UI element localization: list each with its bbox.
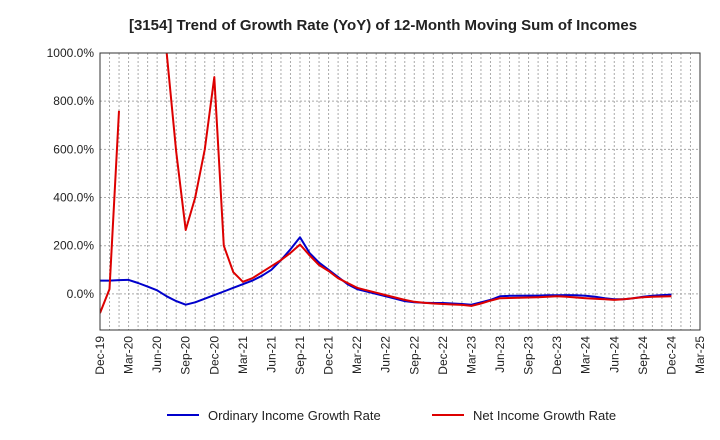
x-tick-label: Mar-22 bbox=[350, 336, 364, 374]
legend-label: Ordinary Income Growth Rate bbox=[208, 408, 381, 423]
legend: Ordinary Income Growth Rate Net Income Gr… bbox=[167, 408, 616, 423]
x-tick-label: Jun-20 bbox=[150, 336, 164, 373]
x-tick-label: Mar-25 bbox=[693, 336, 707, 374]
x-tick-label: Sep-22 bbox=[407, 336, 421, 375]
x-tick-label: Mar-21 bbox=[236, 336, 250, 374]
x-tick-label: Jun-22 bbox=[379, 336, 393, 373]
series-line-net-income bbox=[100, 110, 120, 314]
x-tick-label: Sep-24 bbox=[636, 336, 650, 375]
grid-lines bbox=[100, 52, 700, 330]
legend-label: Net Income Growth Rate bbox=[473, 408, 616, 423]
x-tick-label: Mar-20 bbox=[122, 336, 136, 374]
x-tick-label: Sep-20 bbox=[179, 336, 193, 375]
x-axis: Dec-19 Mar-20 Jun-20 Sep-20 Dec-20 Mar-21 Jun-… bbox=[93, 336, 707, 375]
chart-title: [3154] Trend of Growth Rate (YoY) of 12-… bbox=[129, 17, 637, 34]
y-tick-label: 0.0% bbox=[67, 287, 95, 301]
series-lines bbox=[100, 53, 672, 314]
y-tick-label: 400.0% bbox=[53, 191, 94, 205]
x-tick-label: Mar-23 bbox=[464, 336, 478, 374]
x-tick-label: Dec-19 bbox=[93, 336, 107, 375]
x-tick-label: Jun-23 bbox=[493, 336, 507, 373]
y-tick-label: 600.0% bbox=[53, 142, 94, 156]
x-tick-label: Jun-24 bbox=[607, 336, 621, 373]
x-tick-label: Dec-22 bbox=[436, 336, 450, 375]
y-tick-label: 1000.0% bbox=[47, 46, 95, 60]
x-tick-label: Dec-24 bbox=[664, 336, 678, 375]
y-axis: 0.0% 200.0% 400.0% 600.0% 800.0% 1000.0% bbox=[47, 46, 95, 301]
x-tick-label: Sep-23 bbox=[522, 336, 536, 375]
x-tick-label: Jun-21 bbox=[264, 336, 278, 373]
x-tick-label: Mar-24 bbox=[579, 336, 593, 374]
x-tick-label: Dec-20 bbox=[207, 336, 221, 375]
y-tick-label: 800.0% bbox=[53, 94, 94, 108]
x-tick-label: Dec-21 bbox=[322, 336, 336, 375]
plot-area-frame bbox=[99, 52, 701, 331]
y-tick-label: 200.0% bbox=[53, 239, 94, 253]
series-line-net-income bbox=[165, 53, 672, 307]
series-line-ordinary-income bbox=[100, 236, 672, 306]
x-tick-label: Dec-23 bbox=[550, 336, 564, 375]
x-tick-label: Sep-21 bbox=[293, 336, 307, 375]
